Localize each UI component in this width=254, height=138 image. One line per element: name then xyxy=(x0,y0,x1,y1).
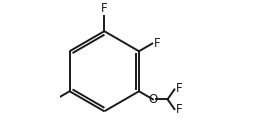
Text: F: F xyxy=(154,37,160,50)
Text: F: F xyxy=(176,103,182,116)
Text: F: F xyxy=(101,2,108,15)
Text: F: F xyxy=(176,82,182,95)
Text: O: O xyxy=(148,93,157,106)
